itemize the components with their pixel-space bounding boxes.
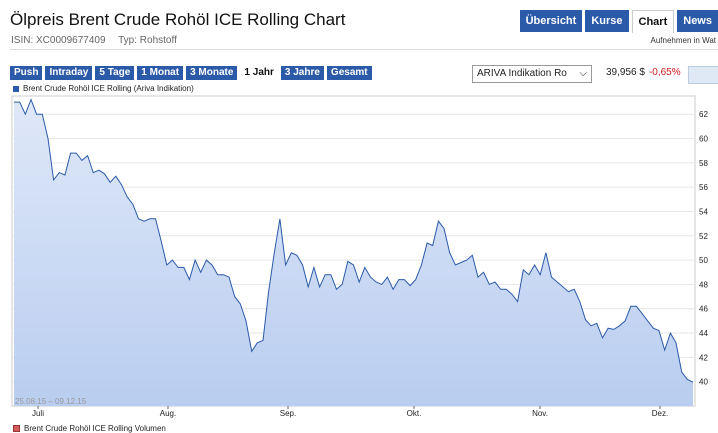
isin-label: ISIN: XC0009677409 (11, 35, 106, 46)
y-tick-label: 44 (699, 329, 708, 338)
x-tick-label: Aug. (160, 409, 176, 418)
main-nav: Übersicht Kurse Chart News (519, 10, 718, 33)
header-divider (10, 49, 718, 50)
range-intraday[interactable]: Intraday (45, 66, 93, 80)
range-1-monat[interactable]: 1 Monat (137, 66, 184, 80)
price-area (14, 99, 693, 406)
price-line (14, 98, 694, 383)
range-3-monate[interactable]: 3 Monate (186, 66, 238, 80)
source-select-value: ARIVA Indikation Ro (477, 68, 567, 79)
y-tick-label: 48 (699, 280, 708, 289)
y-tick-label: 60 (699, 135, 708, 144)
range-push[interactable]: Push (10, 66, 43, 80)
x-tick-label: Juli (32, 409, 44, 418)
volume-legend: Brent Crude Rohöl ICE Rolling Volumen (13, 424, 166, 433)
tab-chart[interactable]: Chart (631, 10, 675, 33)
y-tick-label: 56 (699, 183, 708, 192)
range-3-jahre[interactable]: 3 Jahre (280, 66, 324, 80)
y-tick-label: 52 (699, 232, 708, 241)
y-tick-label: 62 (699, 110, 708, 119)
time-range-selector: Push Intraday 5 Tage 1 Monat 3 Monate 1 … (10, 66, 372, 80)
range-1-jahr[interactable]: 1 Jahr (240, 66, 278, 80)
series-swatch (13, 85, 19, 92)
chart-thumbnail[interactable] (688, 66, 718, 84)
chevron-down-icon: ⌵ (579, 68, 587, 79)
add-to-watchlist-link[interactable]: Aufnehmen in Wat (650, 36, 716, 45)
quote: 39,956 $ -0,65% (606, 67, 681, 78)
tab-uebersicht[interactable]: Übersicht (519, 10, 583, 32)
date-range-label: 25.08.15 – 09.12.15 (15, 397, 87, 406)
source-select[interactable]: ARIVA Indikation Ro ⌵ (472, 65, 592, 83)
x-tick-label: Dez. (652, 409, 668, 418)
range-gesamt[interactable]: Gesamt (326, 66, 372, 80)
x-tick-label: Nov. (532, 409, 548, 418)
quote-price: 39,956 $ (606, 67, 645, 78)
y-tick-label: 40 (699, 378, 708, 387)
series-legend: Brent Crude Rohöl ICE Rolling (Ariva Ind… (13, 84, 194, 93)
series-legend-label: Brent Crude Rohöl ICE Rolling (Ariva Ind… (23, 84, 194, 93)
quote-change: -0,65% (648, 67, 681, 78)
x-tick-label: Okt. (407, 409, 422, 418)
volume-legend-label: Brent Crude Rohöl ICE Rolling Volumen (24, 424, 166, 433)
x-tick-label: Sep. (280, 409, 296, 418)
instrument-meta: ISIN: XC0009677409 Typ: Rohstoff (11, 35, 187, 46)
type-label: Typ: Rohstoff (118, 35, 177, 46)
range-5-tage[interactable]: 5 Tage (95, 66, 135, 80)
y-tick-label: 58 (699, 159, 708, 168)
tab-news[interactable]: News (677, 10, 718, 32)
volume-swatch (13, 425, 20, 432)
y-tick-label: 42 (699, 353, 708, 362)
page-title: Ölpreis Brent Crude Rohöl ICE Rolling Ch… (10, 10, 346, 29)
y-tick-label: 50 (699, 256, 708, 265)
y-tick-label: 54 (699, 207, 708, 216)
y-tick-label: 46 (699, 305, 708, 314)
tab-kurse[interactable]: Kurse (585, 10, 629, 32)
